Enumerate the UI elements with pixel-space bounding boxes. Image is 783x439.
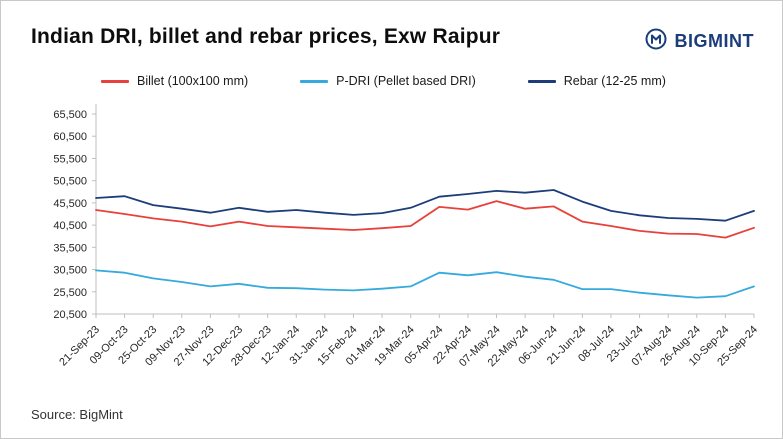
y-tick-label: 45,500: [53, 198, 87, 210]
legend-label-rebar: Rebar (12-25 mm): [563, 74, 666, 88]
brand-name: BIGMINT: [674, 31, 754, 51]
y-tick-label: 50,500: [53, 176, 87, 188]
y-tick-label: 35,500: [53, 242, 87, 254]
legend-swatch-pdri: [300, 79, 329, 83]
legend-item-rebar: Rebar (12-25 mm): [527, 74, 666, 88]
y-tick-label: 20,500: [53, 309, 87, 321]
legend-item-pdri: P-DRI (Pellet based DRI): [300, 74, 476, 88]
legend-swatch-rebar: [527, 79, 556, 83]
y-tick-label: 25,500: [53, 287, 87, 299]
y-tick-label: 55,500: [53, 153, 87, 165]
page-title: Indian DRI, billet and rebar prices, Exw…: [31, 25, 501, 48]
y-tick-label: 60,500: [53, 131, 87, 143]
y-tick-label: 30,500: [53, 265, 87, 277]
header: Indian DRI, billet and rebar prices, Exw…: [1, 1, 782, 56]
chart-legend: Billet (100x100 mm) P-DRI (Pellet based …: [101, 74, 782, 88]
source-note: Source: BigMint: [31, 407, 123, 422]
legend-item-billet: Billet (100x100 mm): [101, 74, 248, 88]
y-tick-label: 40,500: [53, 220, 87, 232]
legend-label-billet: Billet (100x100 mm): [137, 74, 249, 88]
legend-label-pdri: P-DRI (Pellet based DRI): [336, 74, 476, 88]
bigmint-logo-icon: [644, 27, 668, 56]
legend-swatch-billet: [101, 79, 129, 83]
series-line-1: [95, 269, 755, 299]
series-line-0: [95, 200, 755, 239]
series-line-2: [95, 189, 755, 222]
y-tick-label: 65,500: [53, 109, 87, 121]
price-chart: 20,500 25,500 30,500 35,500 40,500 45,500 50,5…: [53, 104, 760, 369]
bigmint-logo: BIGMINT: [644, 27, 755, 56]
